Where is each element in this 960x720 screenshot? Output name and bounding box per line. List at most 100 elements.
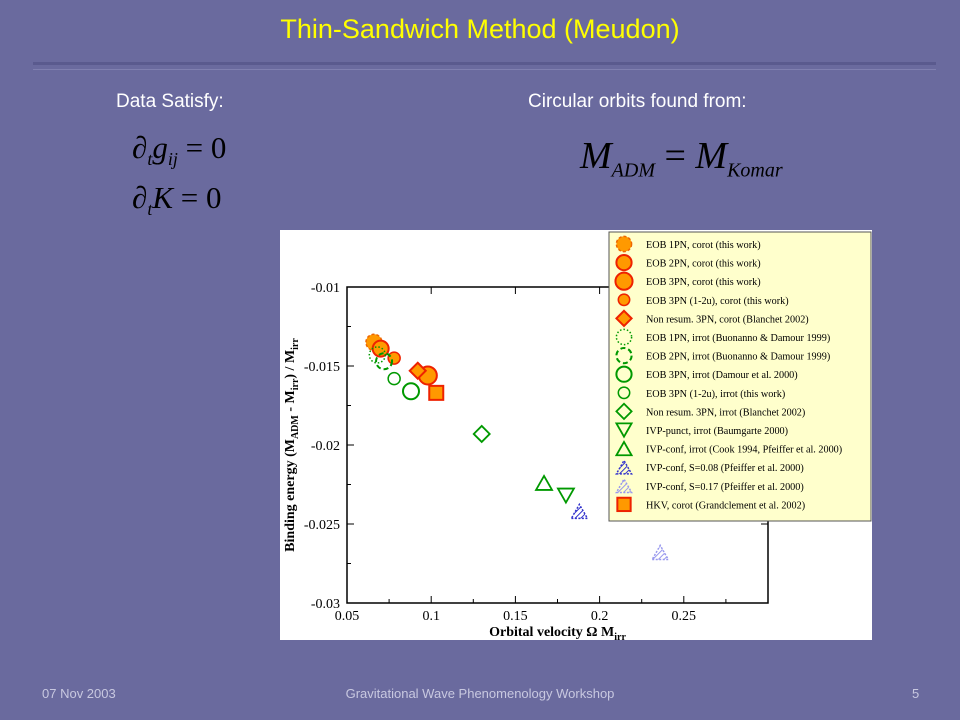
legend-marker-8 [617,386,631,400]
marker-shape [650,543,670,561]
legend-marker-12 [615,459,633,475]
marker-shape [615,253,633,272]
partial-symbol: ∂ [132,130,148,165]
legend-marker-7 [615,365,633,383]
marker-shape [387,351,401,365]
marker-shape [617,293,631,307]
legend-label-13: IVP-conf, S=0.17 (Pfeiffer et al. 2000) [646,482,804,493]
y-axis-label: Binding energy (MADM - Mirr) / Mirr [283,338,301,552]
marker-shape [615,402,633,421]
marker-shape [556,487,576,505]
marker-shape [401,382,420,401]
marker-shape [614,271,634,291]
legend-marker-6 [615,347,633,365]
data-point-series-7 [401,382,420,401]
marker-shape [387,371,401,386]
legend-label-4: Non resum. 3PN, corot (Blanchet 2002) [646,314,809,325]
data-point-series-14 [428,384,445,401]
data-point-series-10 [556,487,576,505]
footer-event: Gravitational Wave Phenomenology Worksho… [345,686,615,701]
legend-marker-10 [614,422,634,439]
y-tick-label: -0.03 [311,597,340,612]
legend-marker-0 [615,235,633,253]
marker-shape [534,474,554,491]
legend-marker-9 [615,402,633,421]
x-tick-label: 0.25 [672,609,697,624]
eq1-index: ij [167,149,178,170]
equation-dt-k: ∂tK = 0 [132,180,222,220]
marker-shape [616,496,632,513]
legend-marker-4 [614,309,634,328]
legend-label-3: EOB 3PN (1-2u), corot (this work) [646,296,789,307]
eq2-subscript: t [147,199,153,220]
legend-marker-5 [615,328,633,346]
legend-label-0: EOB 1PN, corot (this work) [646,240,761,251]
data-point-series-12 [570,502,589,520]
marker-shape [615,365,633,383]
data-point-series-8 [387,371,401,386]
eq3-m1: M [580,135,612,177]
footer-date: 07 Nov 2003 [42,686,116,701]
y-tick-label: -0.015 [304,360,340,375]
right-heading: Circular orbits found from: [528,91,747,112]
marker-shape [570,502,589,520]
legend-label-7: EOB 3PN, irrot (Damour et al. 2000) [646,370,798,381]
slide-title: Thin-Sandwich Method (Meudon) [280,14,680,44]
marker-shape [428,384,445,401]
y-tick-label: -0.025 [304,518,340,533]
marker-shape [614,440,634,457]
eq3-sub2: Komar [727,159,783,182]
eq3-equals: = [664,135,686,177]
legend-label-8: EOB 3PN (1-2u), irrot (this work) [646,389,785,400]
marker-shape [615,347,633,365]
eq1-rhs: = 0 [185,130,227,165]
legend-marker-14 [616,496,632,513]
legend-marker-11 [614,440,634,457]
equation-madm-mkomar: MADM = MKomar [580,134,783,183]
legend-box [608,231,872,522]
marker-shape [375,352,394,371]
legend-marker-13 [615,477,633,494]
marker-shape [472,424,491,444]
eq2-rhs: = 0 [180,180,222,215]
marker-shape [615,477,633,494]
marker-shape [617,386,631,400]
marker-shape [615,328,633,346]
x-tick-label: 0.05 [335,609,360,624]
data-point-series-11 [534,474,554,491]
data-point-series-9 [472,424,491,444]
title-divider-thin [33,69,936,70]
eq3-sub1: ADM [611,159,655,182]
legend-label-1: EOB 2PN, corot (this work) [646,259,761,270]
data-point-series-4 [408,361,428,381]
legend-marker-3 [617,293,631,307]
eq1-subscript: t [147,149,153,170]
legend-label-2: EOB 3PN, corot (this work) [646,277,761,288]
left-heading: Data Satisfy: [116,91,224,112]
eq2-variable: K [152,180,174,215]
data-point-series-6 [375,352,394,371]
x-tick-label: 0.2 [591,609,609,624]
y-tick-label: -0.01 [311,281,340,296]
x-axis-label: Orbital velocity Ω Mirr [489,625,626,640]
partial-symbol: ∂ [132,180,148,215]
equation-dt-gij: ∂tgij = 0 [132,130,226,170]
data-point-series-3 [387,351,401,365]
x-tick-label: 0.15 [503,609,528,624]
legend-label-11: IVP-conf, irrot (Cook 1994, Pfeiffer et … [646,445,842,456]
legend-marker-2 [614,271,634,291]
legend-marker-1 [615,253,633,272]
data-point-series-5 [368,346,387,364]
legend-label-5: EOB 1PN, irrot (Buonanno & Damour 1999) [646,333,830,344]
legend-label-10: IVP-punct, irrot (Baumgarte 2000) [646,426,788,437]
eq1-variable: g [152,130,168,165]
chart-svg: 0.05 0.1 0.15 0.2 0.25 -0.01 -0.015 -0.02 -0.025… [283,231,872,643]
marker-shape [408,361,428,381]
x-tick-label: 0.1 [422,609,440,624]
eq3-m2: M [695,135,728,177]
footer-page-number: 5 [912,686,920,701]
marker-shape [614,309,634,328]
legend-label-9: Non resum. 3PN, irrot (Blanchet 2002) [646,407,805,418]
legend-label-6: EOB 2PN, irrot (Buonanno & Damour 1999) [646,352,830,363]
legend-label-12: IVP-conf, S=0.08 (Pfeiffer et al. 2000) [646,463,804,474]
